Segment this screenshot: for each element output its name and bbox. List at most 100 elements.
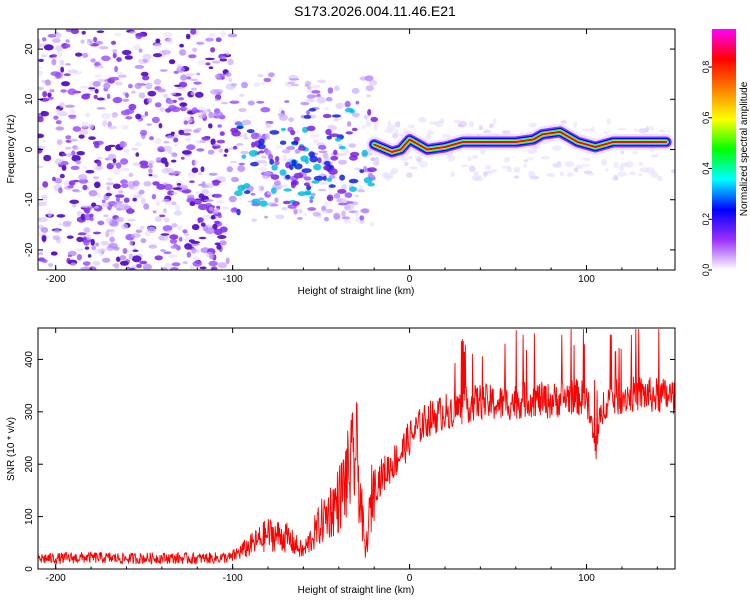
noise-speckle xyxy=(168,254,178,259)
noise-speckle xyxy=(161,198,170,203)
noise-speckle xyxy=(215,37,222,42)
noise-speckle xyxy=(225,257,230,265)
noise-speckle xyxy=(528,122,538,128)
noise-speckle xyxy=(327,187,332,190)
noise-speckle xyxy=(230,83,238,87)
transition-blob xyxy=(326,135,332,140)
noise-speckle xyxy=(196,72,201,76)
spectrogram-x-axis-label: Height of straight line (km) xyxy=(298,286,415,297)
noise-speckle xyxy=(97,156,103,159)
transition-blob xyxy=(303,114,312,119)
noise-speckle xyxy=(108,144,116,148)
noise-speckle xyxy=(112,52,117,59)
noise-speckle xyxy=(120,223,129,230)
noise-speckle xyxy=(365,85,374,92)
noise-speckle xyxy=(104,145,112,152)
noise-speckle xyxy=(157,88,166,93)
noise-speckle xyxy=(324,107,329,111)
noise-speckle xyxy=(129,267,136,270)
noise-speckle xyxy=(217,91,222,95)
y-tick-label: 20 xyxy=(24,43,35,55)
noise-speckle xyxy=(138,189,145,195)
noise-speckle xyxy=(209,254,215,260)
noise-speckle xyxy=(88,136,96,141)
spectrogram-x-ticks: -200 -100 0 100 xyxy=(46,29,658,285)
noise-speckle xyxy=(164,183,173,191)
noise-speckle xyxy=(227,33,238,38)
noise-speckle xyxy=(383,172,388,179)
noise-speckle xyxy=(110,76,120,81)
transition-blob xyxy=(251,141,256,148)
noise-speckle xyxy=(70,29,80,34)
noise-speckle xyxy=(71,150,76,157)
noise-speckle xyxy=(161,267,168,270)
noise-speckle xyxy=(106,185,111,191)
transition-blob xyxy=(308,108,317,112)
transition-blob xyxy=(232,145,238,150)
noise-speckle xyxy=(145,82,153,90)
noise-speckle xyxy=(64,43,71,48)
noise-speckle xyxy=(67,185,74,189)
noise-speckle xyxy=(189,78,198,82)
noise-speckle xyxy=(41,259,48,263)
noise-speckle xyxy=(76,254,82,261)
noise-speckle xyxy=(327,87,334,94)
noise-speckle xyxy=(374,156,380,163)
spectrogram-noise xyxy=(38,29,675,270)
noise-speckle xyxy=(84,112,91,118)
noise-speckle xyxy=(205,37,215,42)
noise-speckle xyxy=(85,169,95,174)
noise-speckle xyxy=(210,215,216,220)
noise-speckle xyxy=(273,180,281,186)
noise-speckle xyxy=(65,39,70,43)
x-tick-label: 0 xyxy=(407,274,413,285)
noise-speckle xyxy=(64,146,72,150)
noise-speckle xyxy=(61,164,67,171)
transition-blob xyxy=(297,191,307,197)
noise-speckle xyxy=(82,184,88,191)
noise-speckle xyxy=(369,221,375,227)
noise-speckle xyxy=(97,220,105,226)
noise-speckle xyxy=(638,161,644,166)
noise-speckle xyxy=(69,199,80,204)
noise-speckle xyxy=(483,171,488,177)
noise-speckle xyxy=(274,160,280,166)
transition-blob xyxy=(349,109,355,114)
noise-speckle xyxy=(72,203,77,208)
colorbar-tick-label: 0.8 xyxy=(701,61,711,74)
noise-speckle xyxy=(370,157,376,162)
noise-speckle xyxy=(65,63,71,66)
noise-speckle xyxy=(343,148,350,155)
noise-speckle xyxy=(617,171,627,177)
noise-speckle xyxy=(645,167,655,174)
noise-speckle xyxy=(43,44,54,51)
noise-speckle xyxy=(232,207,238,212)
transition-blob xyxy=(270,187,277,194)
noise-speckle xyxy=(163,140,170,144)
noise-speckle xyxy=(581,128,592,131)
noise-speckle xyxy=(566,172,574,177)
noise-speckle xyxy=(99,46,109,50)
transition-blob xyxy=(274,156,280,162)
noise-speckle xyxy=(116,71,124,75)
noise-speckle xyxy=(173,143,179,147)
noise-speckle xyxy=(96,192,101,198)
noise-speckle xyxy=(629,171,637,176)
noise-speckle xyxy=(564,160,575,168)
noise-speckle xyxy=(94,88,99,94)
colorbar: 0.0 0.2 0.4 0.6 0.8 Normalized spectral ampl… xyxy=(701,29,750,276)
noise-speckle xyxy=(112,97,122,104)
noise-speckle xyxy=(47,92,52,98)
noise-speckle xyxy=(75,52,83,57)
noise-speckle xyxy=(229,100,240,104)
noise-speckle xyxy=(132,197,137,202)
noise-speckle xyxy=(69,109,76,115)
noise-speckle xyxy=(221,56,226,60)
noise-speckle xyxy=(274,197,279,203)
noise-speckle xyxy=(361,125,367,129)
noise-speckle xyxy=(224,148,229,153)
noise-speckle xyxy=(324,216,329,222)
noise-speckle xyxy=(76,236,84,243)
noise-speckle xyxy=(106,93,111,100)
noise-speckle xyxy=(135,229,143,233)
